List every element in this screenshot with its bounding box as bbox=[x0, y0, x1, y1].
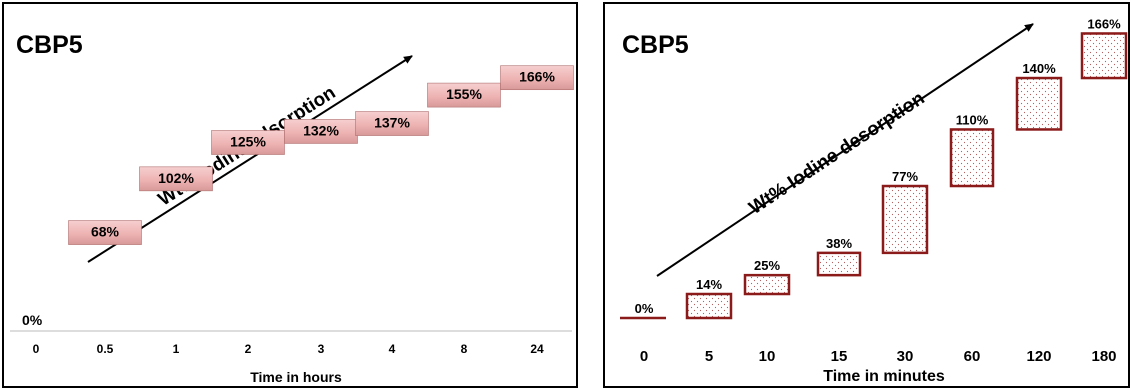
right-bar bbox=[1015, 76, 1063, 131]
left-data-label: 137% bbox=[374, 115, 410, 131]
right-x-tick-label: 30 bbox=[897, 348, 914, 365]
right-data-label: 140% bbox=[1022, 61, 1056, 76]
left-bar bbox=[139, 166, 213, 192]
left-x-tick-label: 4 bbox=[389, 342, 396, 356]
right-data-label: 77% bbox=[892, 169, 918, 184]
left-bar bbox=[500, 65, 574, 91]
left-data-label: 166% bbox=[519, 69, 555, 85]
right-x-tick-label: 5 bbox=[705, 348, 713, 365]
left-x-tick-label: 3 bbox=[318, 342, 325, 356]
right-data-label: 166% bbox=[1087, 16, 1121, 31]
left-x-tick-label: 8 bbox=[461, 342, 468, 356]
left-bar bbox=[284, 119, 358, 144]
right-x-tick-label: 180 bbox=[1091, 348, 1116, 365]
right-bar bbox=[685, 292, 733, 320]
left-data-label: 132% bbox=[303, 122, 339, 138]
left-bar bbox=[211, 130, 285, 155]
right-bar bbox=[949, 128, 995, 188]
right-data-label: 14% bbox=[696, 277, 722, 292]
left-x-axis-label: Time in hours bbox=[250, 369, 342, 385]
left-data-label: 125% bbox=[230, 134, 266, 150]
left-x-tick-label: 24 bbox=[530, 342, 544, 356]
left-panel-frame bbox=[2, 2, 578, 388]
left-data-label: 68% bbox=[91, 224, 120, 240]
left-data-label: 102% bbox=[158, 170, 194, 186]
left-data-label: 155% bbox=[446, 86, 482, 102]
right-data-label: 38% bbox=[826, 236, 852, 251]
left-bars: 0% 68% 102% 125% 132% 137% 155% 166% bbox=[22, 65, 574, 328]
left-data-label: 0% bbox=[22, 312, 43, 328]
right-x-tick-label: 0 bbox=[640, 348, 648, 365]
right-x-tick-label: 10 bbox=[759, 348, 776, 365]
right-x-tick-label: 60 bbox=[964, 348, 981, 365]
left-bar bbox=[427, 82, 501, 108]
left-x-ticks: 0 0.5 1 2 3 4 8 24 bbox=[33, 342, 544, 356]
left-bar bbox=[355, 111, 429, 136]
right-x-axis-label: Time in minutes bbox=[823, 368, 945, 385]
right-bar bbox=[881, 184, 929, 255]
left-x-tick-label: 0.5 bbox=[97, 342, 114, 356]
left-panel: CBP5 Wt% Iodine adsorption 0%68%102%125%… bbox=[2, 2, 578, 388]
left-trend-arrow bbox=[87, 55, 413, 263]
right-x-tick-label: 120 bbox=[1026, 348, 1051, 365]
right-trend-arrow bbox=[656, 23, 1034, 277]
left-x-tick-label: 2 bbox=[245, 342, 252, 356]
right-panel: CBP5 Wt% Iodine desorption 0%14%25%38%77… bbox=[603, 2, 1130, 388]
left-x-tick-label: 0 bbox=[33, 342, 40, 356]
right-panel-frame bbox=[603, 2, 1130, 388]
right-x-ticks: 0 5 10 15 30 60 120 180 bbox=[640, 348, 1117, 365]
right-data-label: 110% bbox=[956, 112, 989, 127]
right-data-label: 0% bbox=[635, 301, 654, 316]
right-bar bbox=[816, 251, 862, 277]
right-bars: 0% 14% 25% 38% 77% 110% 140% 166% bbox=[620, 16, 1128, 320]
right-bar bbox=[743, 273, 791, 296]
right-data-label: 25% bbox=[754, 258, 780, 273]
right-x-tick-label: 15 bbox=[831, 348, 848, 365]
right-chart-title: CBP5 bbox=[622, 31, 689, 59]
left-chart-title: CBP5 bbox=[16, 31, 83, 59]
left-bar bbox=[68, 220, 142, 245]
right-bar bbox=[1080, 32, 1128, 80]
left-x-tick-label: 1 bbox=[173, 342, 180, 356]
